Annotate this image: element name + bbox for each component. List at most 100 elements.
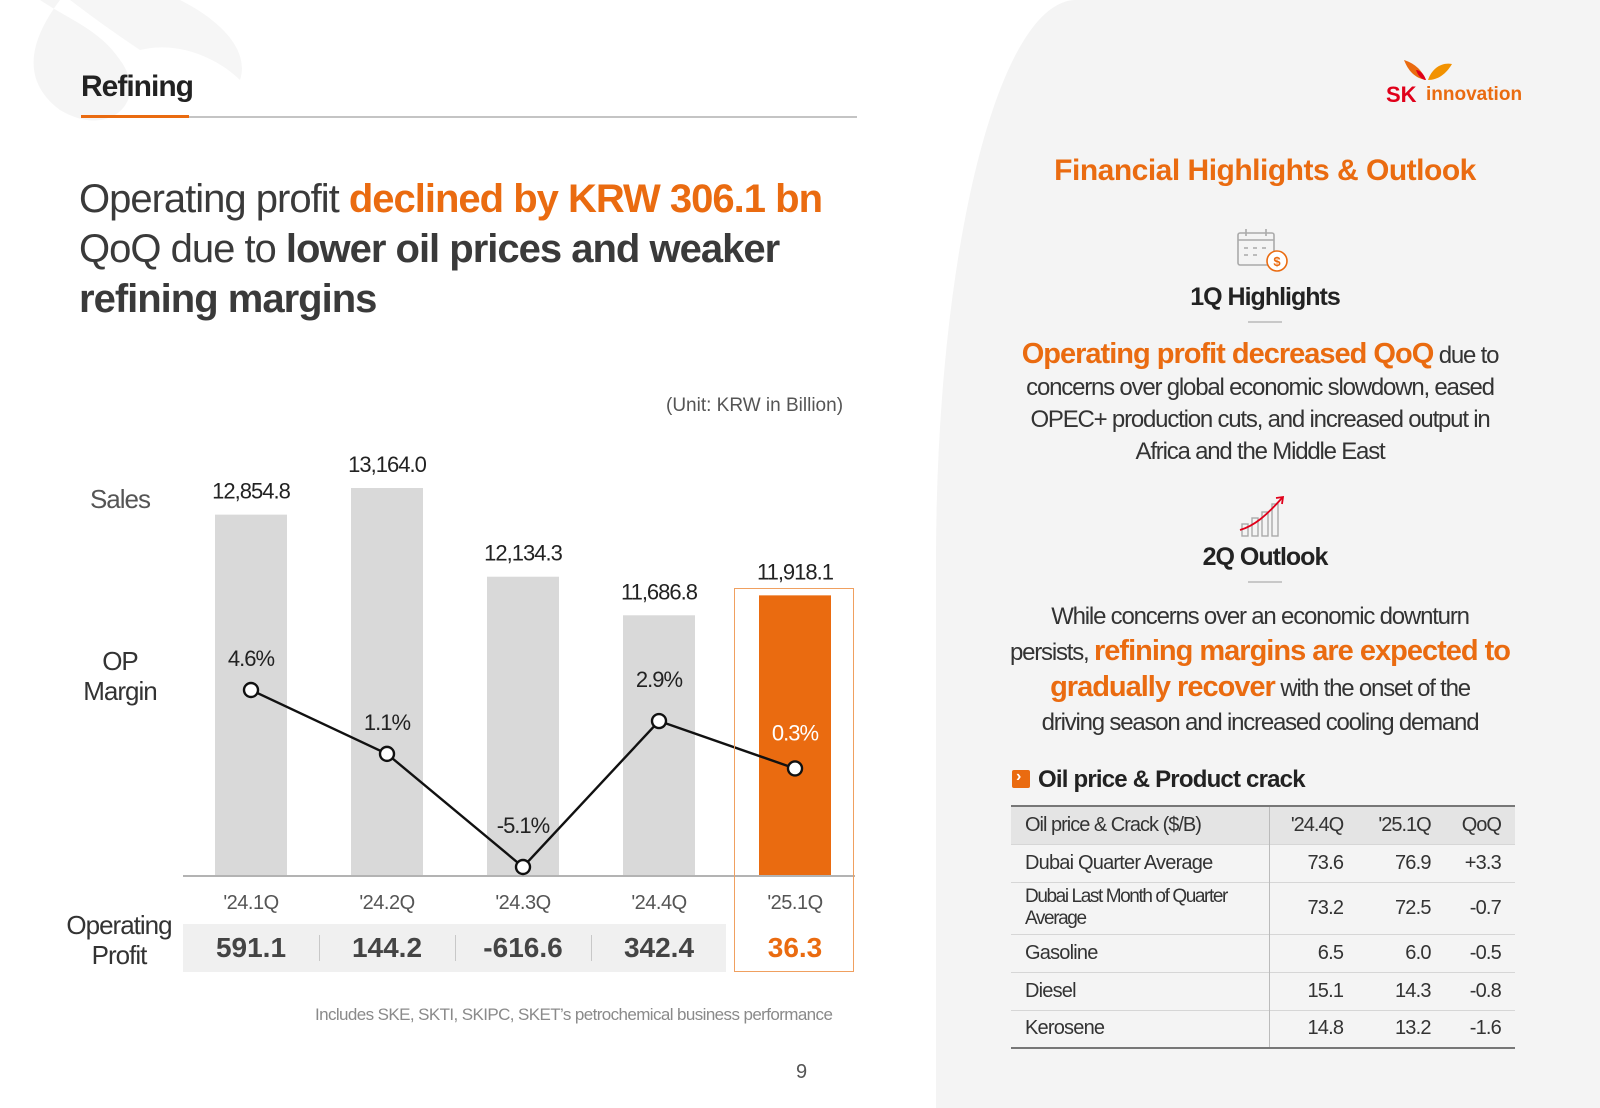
highlights-rule bbox=[1248, 321, 1282, 323]
table-header-cell: '24.4Q bbox=[1269, 805, 1358, 844]
refining-chart: 12,854.8 13,164.0 12,134.3 11,686.8 11,918.1… bbox=[183, 452, 855, 914]
sales-value-label: 11,918.1 bbox=[757, 559, 834, 584]
sales-value-label: 12,854.8 bbox=[212, 479, 290, 504]
operating-profit-label: Operating Profit bbox=[56, 910, 182, 970]
op-margin-label: 1.1% bbox=[364, 710, 411, 735]
table-row: Dubai Last Month of Quarter Average 73.2… bbox=[1011, 881, 1515, 934]
table-cell: 76.9 bbox=[1357, 843, 1445, 882]
oil-price-crack-table: Oil price & Crack ($/B) '24.4Q '25.1Q Qo… bbox=[1011, 805, 1515, 1049]
op-margin-label: 0.3% bbox=[772, 720, 819, 745]
outlook-line2a: persists, bbox=[1009, 639, 1094, 666]
sk-innovation-logo: SK innovation bbox=[1382, 56, 1522, 108]
op-margin-label: -5.1% bbox=[497, 813, 550, 838]
outlook-orange2: gradually recover bbox=[1050, 671, 1276, 703]
title-rule bbox=[81, 116, 857, 118]
table-cell: -1.6 bbox=[1444, 1009, 1515, 1049]
oil-price-table-title: Oil price & Product crack bbox=[1038, 766, 1306, 793]
latest-quarter-highlight-box bbox=[734, 588, 854, 972]
highlights-text: Operating profit decreased QoQ due to co… bbox=[990, 338, 1530, 468]
op-margin-point bbox=[650, 712, 668, 730]
highlights-line1: due to bbox=[1433, 342, 1500, 369]
table-cell: -0.8 bbox=[1444, 971, 1515, 1010]
headline: Operating profit declined by KRW 306.1 b… bbox=[79, 174, 879, 324]
bar-chart-rising-icon bbox=[1239, 495, 1285, 537]
outlook-title: 2Q Outlook bbox=[1202, 543, 1329, 571]
table-row: Dubai Quarter Average 73.6 76.9 +3.3 bbox=[1011, 843, 1515, 882]
sales-value-label: 13,164.0 bbox=[348, 452, 426, 477]
category-label: '24.3Q bbox=[495, 892, 550, 914]
outlook-rule bbox=[1248, 581, 1282, 583]
logo-innovation: innovation bbox=[1426, 84, 1523, 105]
sales-value-label: 11,686.8 bbox=[621, 579, 698, 604]
sales-bar bbox=[759, 595, 831, 875]
chart-unit: (Unit: KRW in Billion) bbox=[666, 395, 844, 416]
table-cell: 6.5 bbox=[1269, 933, 1358, 972]
table-cell: 14.8 bbox=[1269, 1009, 1358, 1049]
sales-value-label: 12,134.3 bbox=[484, 541, 562, 566]
highlights-line2: concerns over global economic slowdown, … bbox=[1026, 374, 1495, 401]
op-label-line1: Operating bbox=[66, 910, 172, 940]
table-header-cell: Oil price & Crack ($/B) bbox=[1011, 805, 1270, 844]
sales-label: Sales bbox=[89, 484, 151, 514]
table-row: Gasoline 6.5 6.0 -0.5 bbox=[1011, 933, 1515, 972]
op-margin-point bbox=[378, 745, 396, 763]
table-cell: 73.2 bbox=[1269, 881, 1358, 934]
table-cell: 6.0 bbox=[1357, 933, 1445, 972]
table-cell: 13.2 bbox=[1357, 1009, 1445, 1049]
category-label: '25.1Q bbox=[767, 892, 822, 914]
category-label: '24.2Q bbox=[359, 892, 414, 914]
operating-profit-value: 591.1 bbox=[215, 932, 287, 963]
table-cell: Kerosene bbox=[1011, 1009, 1270, 1049]
background-watermark bbox=[0, 0, 242, 121]
op-separator bbox=[455, 935, 456, 961]
outlook-orange1: refining margins are expected to bbox=[1094, 635, 1511, 667]
headline-highlight: declined by KRW 306.1 bn bbox=[348, 177, 823, 221]
sales-bar bbox=[351, 488, 423, 875]
op-label-line2: Profit bbox=[91, 940, 148, 970]
headline-bold1: lower oil prices and weaker bbox=[285, 227, 780, 271]
op-margin-point bbox=[786, 760, 804, 777]
svg-text:$: $ bbox=[1273, 254, 1281, 269]
outlook-text: While concerns over an economic downturn… bbox=[990, 600, 1530, 740]
page-number: 9 bbox=[796, 1061, 808, 1083]
op-margin-label: OP Margin bbox=[60, 646, 180, 706]
table-row: Diesel 15.1 14.3 -0.8 bbox=[1011, 971, 1515, 1010]
table-row: Kerosene 14.8 13.2 -1.6 bbox=[1011, 1009, 1515, 1049]
table-cell: 72.5 bbox=[1357, 881, 1445, 934]
op-margin-point bbox=[242, 681, 260, 699]
outlook-line1: While concerns over an economic downturn bbox=[1051, 603, 1470, 630]
headline-bold2: refining margins bbox=[79, 277, 377, 321]
operating-profit-value: 144.2 bbox=[351, 932, 423, 963]
headline-part2: QoQ due to bbox=[79, 227, 286, 271]
op-margin-label-line2: Margin bbox=[83, 676, 157, 706]
title-rule-accent bbox=[81, 115, 189, 118]
outlook-line3: with the onset of the bbox=[1274, 675, 1471, 702]
table-title-bullet-icon: › bbox=[1012, 768, 1030, 788]
operating-profit-row bbox=[183, 924, 726, 972]
op-margin-label: 2.9% bbox=[636, 667, 683, 692]
table-header-row: Oil price & Crack ($/B) '24.4Q '25.1Q Qo… bbox=[1011, 805, 1515, 844]
table-cell: 15.1 bbox=[1269, 971, 1358, 1010]
category-label: '24.4Q bbox=[631, 892, 686, 914]
op-separator bbox=[591, 935, 592, 961]
logo-sk: SK bbox=[1386, 82, 1417, 107]
table-header-cell: '25.1Q bbox=[1357, 805, 1445, 844]
financial-highlights-heading: Financial Highlights & Outlook bbox=[1054, 154, 1476, 187]
butterfly-icon bbox=[1404, 60, 1452, 80]
op-margin-label: 4.6% bbox=[228, 646, 275, 671]
table-cell: -0.5 bbox=[1444, 933, 1515, 972]
table-cell: -0.7 bbox=[1444, 881, 1515, 934]
operating-profit-value: 342.4 bbox=[623, 932, 695, 963]
highlights-line4: Africa and the Middle East bbox=[1135, 438, 1386, 465]
highlights-title: 1Q Highlights bbox=[1190, 283, 1341, 311]
table-cell: 14.3 bbox=[1357, 971, 1445, 1010]
section-title: Refining bbox=[81, 70, 194, 103]
calendar-dollar-icon: $ bbox=[1237, 229, 1288, 272]
operating-profit-value: -616.6 bbox=[483, 932, 563, 963]
footnote: Includes SKE, SKTI, SKIPC, SKET’s petroc… bbox=[315, 1005, 833, 1024]
outlook-line4: driving season and increased cooling dem… bbox=[1041, 709, 1480, 736]
operating-profit-value: 36.3 bbox=[767, 932, 823, 963]
sales-bar bbox=[487, 576, 559, 875]
highlights-orange: Operating profit decreased QoQ bbox=[1021, 338, 1435, 370]
table-cell: Gasoline bbox=[1011, 933, 1270, 972]
